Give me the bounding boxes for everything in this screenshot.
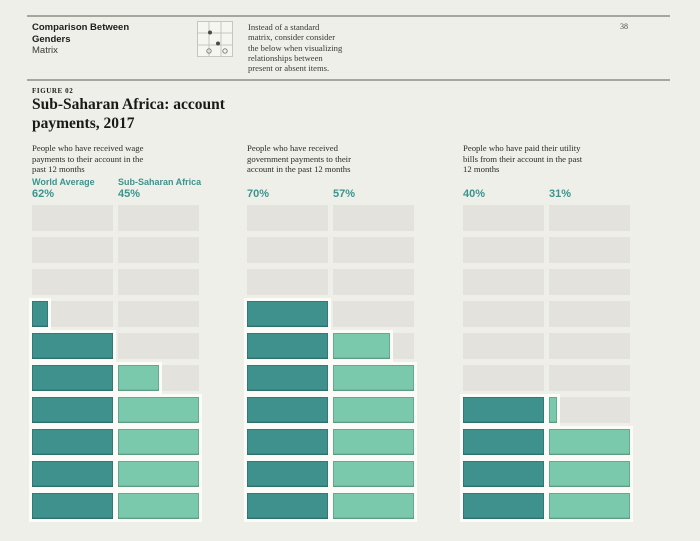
value-label: 70% (247, 188, 270, 200)
series-label: World Average (32, 177, 95, 187)
group-question: People who have paid their utility bills… (463, 143, 583, 175)
matrix-cell (546, 490, 633, 522)
matrix-cell (244, 330, 331, 362)
matrix-cell (29, 394, 116, 426)
waffle-column (244, 205, 331, 525)
matrix-cell (29, 458, 116, 490)
matrix-cell (247, 205, 328, 231)
waffle-column (330, 205, 417, 525)
matrix-cell (546, 426, 633, 458)
matrix-cell (247, 237, 328, 263)
chart-group: People who have received wage payments t… (28, 143, 202, 525)
matrix-cell (549, 269, 630, 295)
series-label: Sub-Saharan Africa (118, 177, 202, 187)
chapter-subtitle: Matrix (32, 45, 58, 56)
waffle-column (115, 205, 202, 525)
waffle-column (545, 205, 633, 525)
matrix-cell (333, 269, 414, 295)
partial-fill (115, 362, 162, 394)
group-question: People who have received government paym… (247, 143, 351, 175)
matrix-cell (330, 490, 417, 522)
waffle-column (28, 205, 116, 525)
matrix-cell (330, 330, 414, 362)
matrix-dot-grid-icon (197, 21, 233, 57)
matrix-cell (330, 426, 417, 458)
matrix-cell (29, 426, 116, 458)
matrix-cell (244, 362, 331, 394)
value-label: 40% (463, 188, 486, 200)
chapter-title: Comparison Between Genders (32, 22, 130, 45)
intro-text: Instead of a standard matrix, consider c… (248, 22, 343, 74)
matrix-cell (115, 426, 202, 458)
matrix-cell (549, 237, 630, 263)
matrix-cell (118, 269, 199, 295)
matrix-cell (29, 490, 116, 522)
matrix-cell (244, 458, 331, 490)
value-label: 57% (333, 188, 356, 200)
matrix-cell (29, 362, 116, 394)
value-label: 31% (549, 188, 572, 200)
matrix-cell (32, 237, 113, 263)
page-number: 38 (620, 22, 628, 31)
matrix-cell (549, 333, 630, 359)
present-dot (216, 41, 220, 46)
matrix-cell (460, 490, 547, 522)
group-question: People who have received wage payments t… (32, 143, 144, 175)
matrix-cell (247, 269, 328, 295)
matrix-cell (460, 394, 547, 426)
matrix-cell (333, 205, 414, 231)
matrix-cell (545, 394, 630, 426)
partial-fill (545, 394, 561, 426)
matrix-cell (330, 458, 417, 490)
top-rule (27, 15, 670, 17)
chart-group: People who have paid their utility bills… (460, 143, 633, 525)
matrix-cell (333, 301, 414, 327)
partial-fill (28, 298, 52, 330)
matrix-cell (118, 237, 199, 263)
value-label: 62% (32, 188, 55, 200)
matrix-cell (549, 205, 630, 231)
chart-group: People who have received government paym… (244, 143, 417, 525)
matrix-cell (115, 394, 202, 426)
matrix-cell (244, 490, 331, 522)
matrix-cell (118, 205, 199, 231)
partial-fill (330, 330, 393, 362)
matrix-cell (118, 301, 199, 327)
matrix-cell (115, 458, 202, 490)
matrix-cell (330, 362, 417, 394)
matrix-cell (244, 394, 331, 426)
matrix-cell (32, 205, 113, 231)
matrix-cell (330, 394, 417, 426)
figure-title: Sub-Saharan Africa: account payments, 20… (32, 96, 225, 132)
matrix-cell (463, 365, 544, 391)
matrix-cell (463, 269, 544, 295)
matrix-cell (463, 237, 544, 263)
present-dot (208, 30, 212, 35)
absent-dot (206, 48, 212, 54)
value-label: 45% (118, 188, 141, 200)
matrix-cell (460, 426, 547, 458)
matrix-cell (244, 426, 331, 458)
absent-dot (222, 48, 228, 54)
matrix-cell (549, 365, 630, 391)
matrix-cell (29, 330, 116, 362)
section-rule (27, 79, 670, 81)
matrix-cell (118, 333, 199, 359)
figure-label: FIGURE 02 (32, 87, 74, 95)
matrix-cell (549, 301, 630, 327)
matrix-cell (460, 458, 547, 490)
matrix-cell (463, 333, 544, 359)
matrix-cell (463, 301, 544, 327)
matrix-cell (115, 490, 202, 522)
waffle-column (460, 205, 547, 525)
matrix-cell (28, 298, 113, 330)
matrix-cell (244, 298, 331, 330)
matrix-cell (463, 205, 544, 231)
matrix-cell (546, 458, 633, 490)
matrix-cell (115, 362, 199, 394)
matrix-cell (32, 269, 113, 295)
matrix-cell (333, 237, 414, 263)
